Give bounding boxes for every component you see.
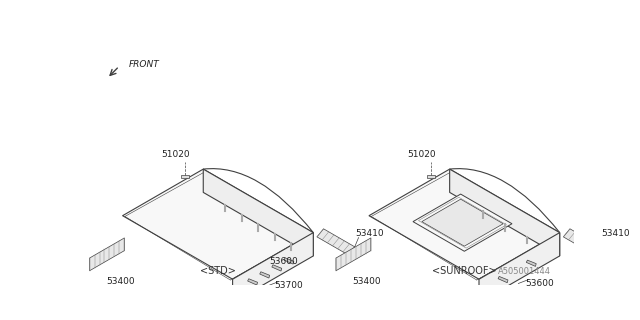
Text: <SUNROOF>: <SUNROOF>	[432, 266, 497, 276]
Polygon shape	[90, 238, 124, 271]
Text: 53410: 53410	[602, 229, 630, 238]
Polygon shape	[317, 229, 355, 255]
Text: 53410: 53410	[355, 229, 383, 238]
Text: 51020: 51020	[161, 150, 190, 159]
Polygon shape	[260, 272, 269, 278]
Text: 53700: 53700	[274, 281, 303, 290]
Text: 53600: 53600	[525, 279, 554, 288]
Polygon shape	[236, 286, 245, 292]
Polygon shape	[498, 276, 508, 283]
Text: 53400: 53400	[106, 277, 135, 286]
Polygon shape	[181, 175, 189, 178]
Polygon shape	[284, 258, 294, 264]
Text: A505001444: A505001444	[499, 267, 551, 276]
Polygon shape	[526, 260, 536, 267]
Polygon shape	[422, 199, 503, 246]
Polygon shape	[369, 169, 560, 279]
Polygon shape	[450, 169, 560, 256]
Polygon shape	[563, 229, 601, 255]
Text: 53600: 53600	[269, 257, 298, 266]
Polygon shape	[248, 279, 257, 285]
Polygon shape	[232, 233, 314, 302]
Polygon shape	[272, 265, 282, 271]
Text: 53400: 53400	[353, 277, 381, 286]
Text: <STD>: <STD>	[200, 266, 236, 276]
Polygon shape	[413, 194, 512, 251]
Polygon shape	[336, 238, 371, 271]
Polygon shape	[204, 169, 314, 256]
Polygon shape	[123, 169, 314, 279]
Text: 51020: 51020	[408, 150, 436, 159]
Polygon shape	[479, 233, 560, 302]
Text: FRONT: FRONT	[129, 60, 159, 69]
Polygon shape	[428, 175, 435, 178]
